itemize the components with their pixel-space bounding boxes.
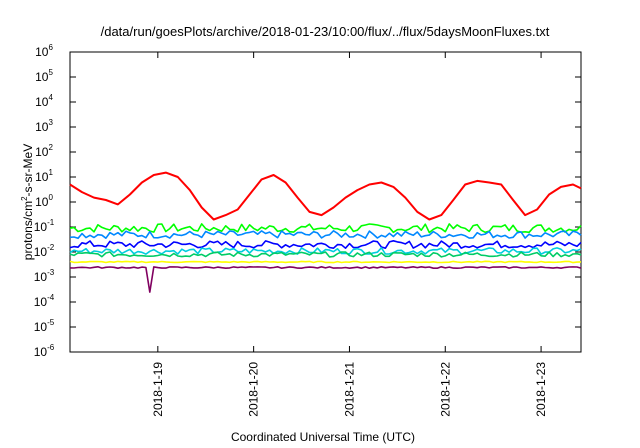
series-line-2 [69,230,582,240]
x-axis-label: Coordinated Universal Time (UTC) [231,430,415,444]
y-tick-label: 10-1 [34,218,55,234]
series-line-7 [69,266,582,293]
y-tick-label: 105 [35,68,53,84]
y-tick-label: 10-6 [34,343,55,359]
y-tick-label: 102 [35,143,53,159]
x-tick-label: 2018-1-19 [151,362,165,417]
x-tick-label: 2018-1-22 [438,362,452,417]
y-axis-label: protons/cm2-s-sr-MeV [20,144,35,260]
y-tick-label: 10-4 [34,293,55,309]
series-line-3 [69,240,582,249]
x-tick-label: 2018-1-21 [342,362,356,417]
x-axis: 2018-1-19 2018-1-20 2018-1-21 2018-1-22 2018… [151,52,548,417]
x-tick-label: 2018-1-20 [247,362,261,417]
y-tick-label: 104 [35,93,53,109]
data-series-group [69,171,582,293]
y-tick-label: 10-3 [34,268,55,284]
series-line-4 [69,247,582,255]
series-line-5 [69,251,582,258]
y-tick-label: 106 [35,43,53,59]
y-tick-label: 101 [35,168,53,184]
chart-title: /data/run/goesPlots/archive/2018-01-23/1… [101,24,550,39]
series-line-0 [69,171,582,221]
x-tick-label: 2018-1-23 [534,362,548,417]
y-tick-label: 100 [35,193,53,209]
y-axis: 106 105 104 103 102 101 100 10-1 10-2 10-3 10-4 10-… [34,43,581,359]
y-tick-label: 103 [35,118,53,134]
y-tick-label: 10-5 [34,318,55,334]
y-tick-label: 10-2 [34,243,55,259]
plot-frame [69,51,582,353]
series-line-1 [69,223,582,234]
series-line-6 [69,260,582,264]
